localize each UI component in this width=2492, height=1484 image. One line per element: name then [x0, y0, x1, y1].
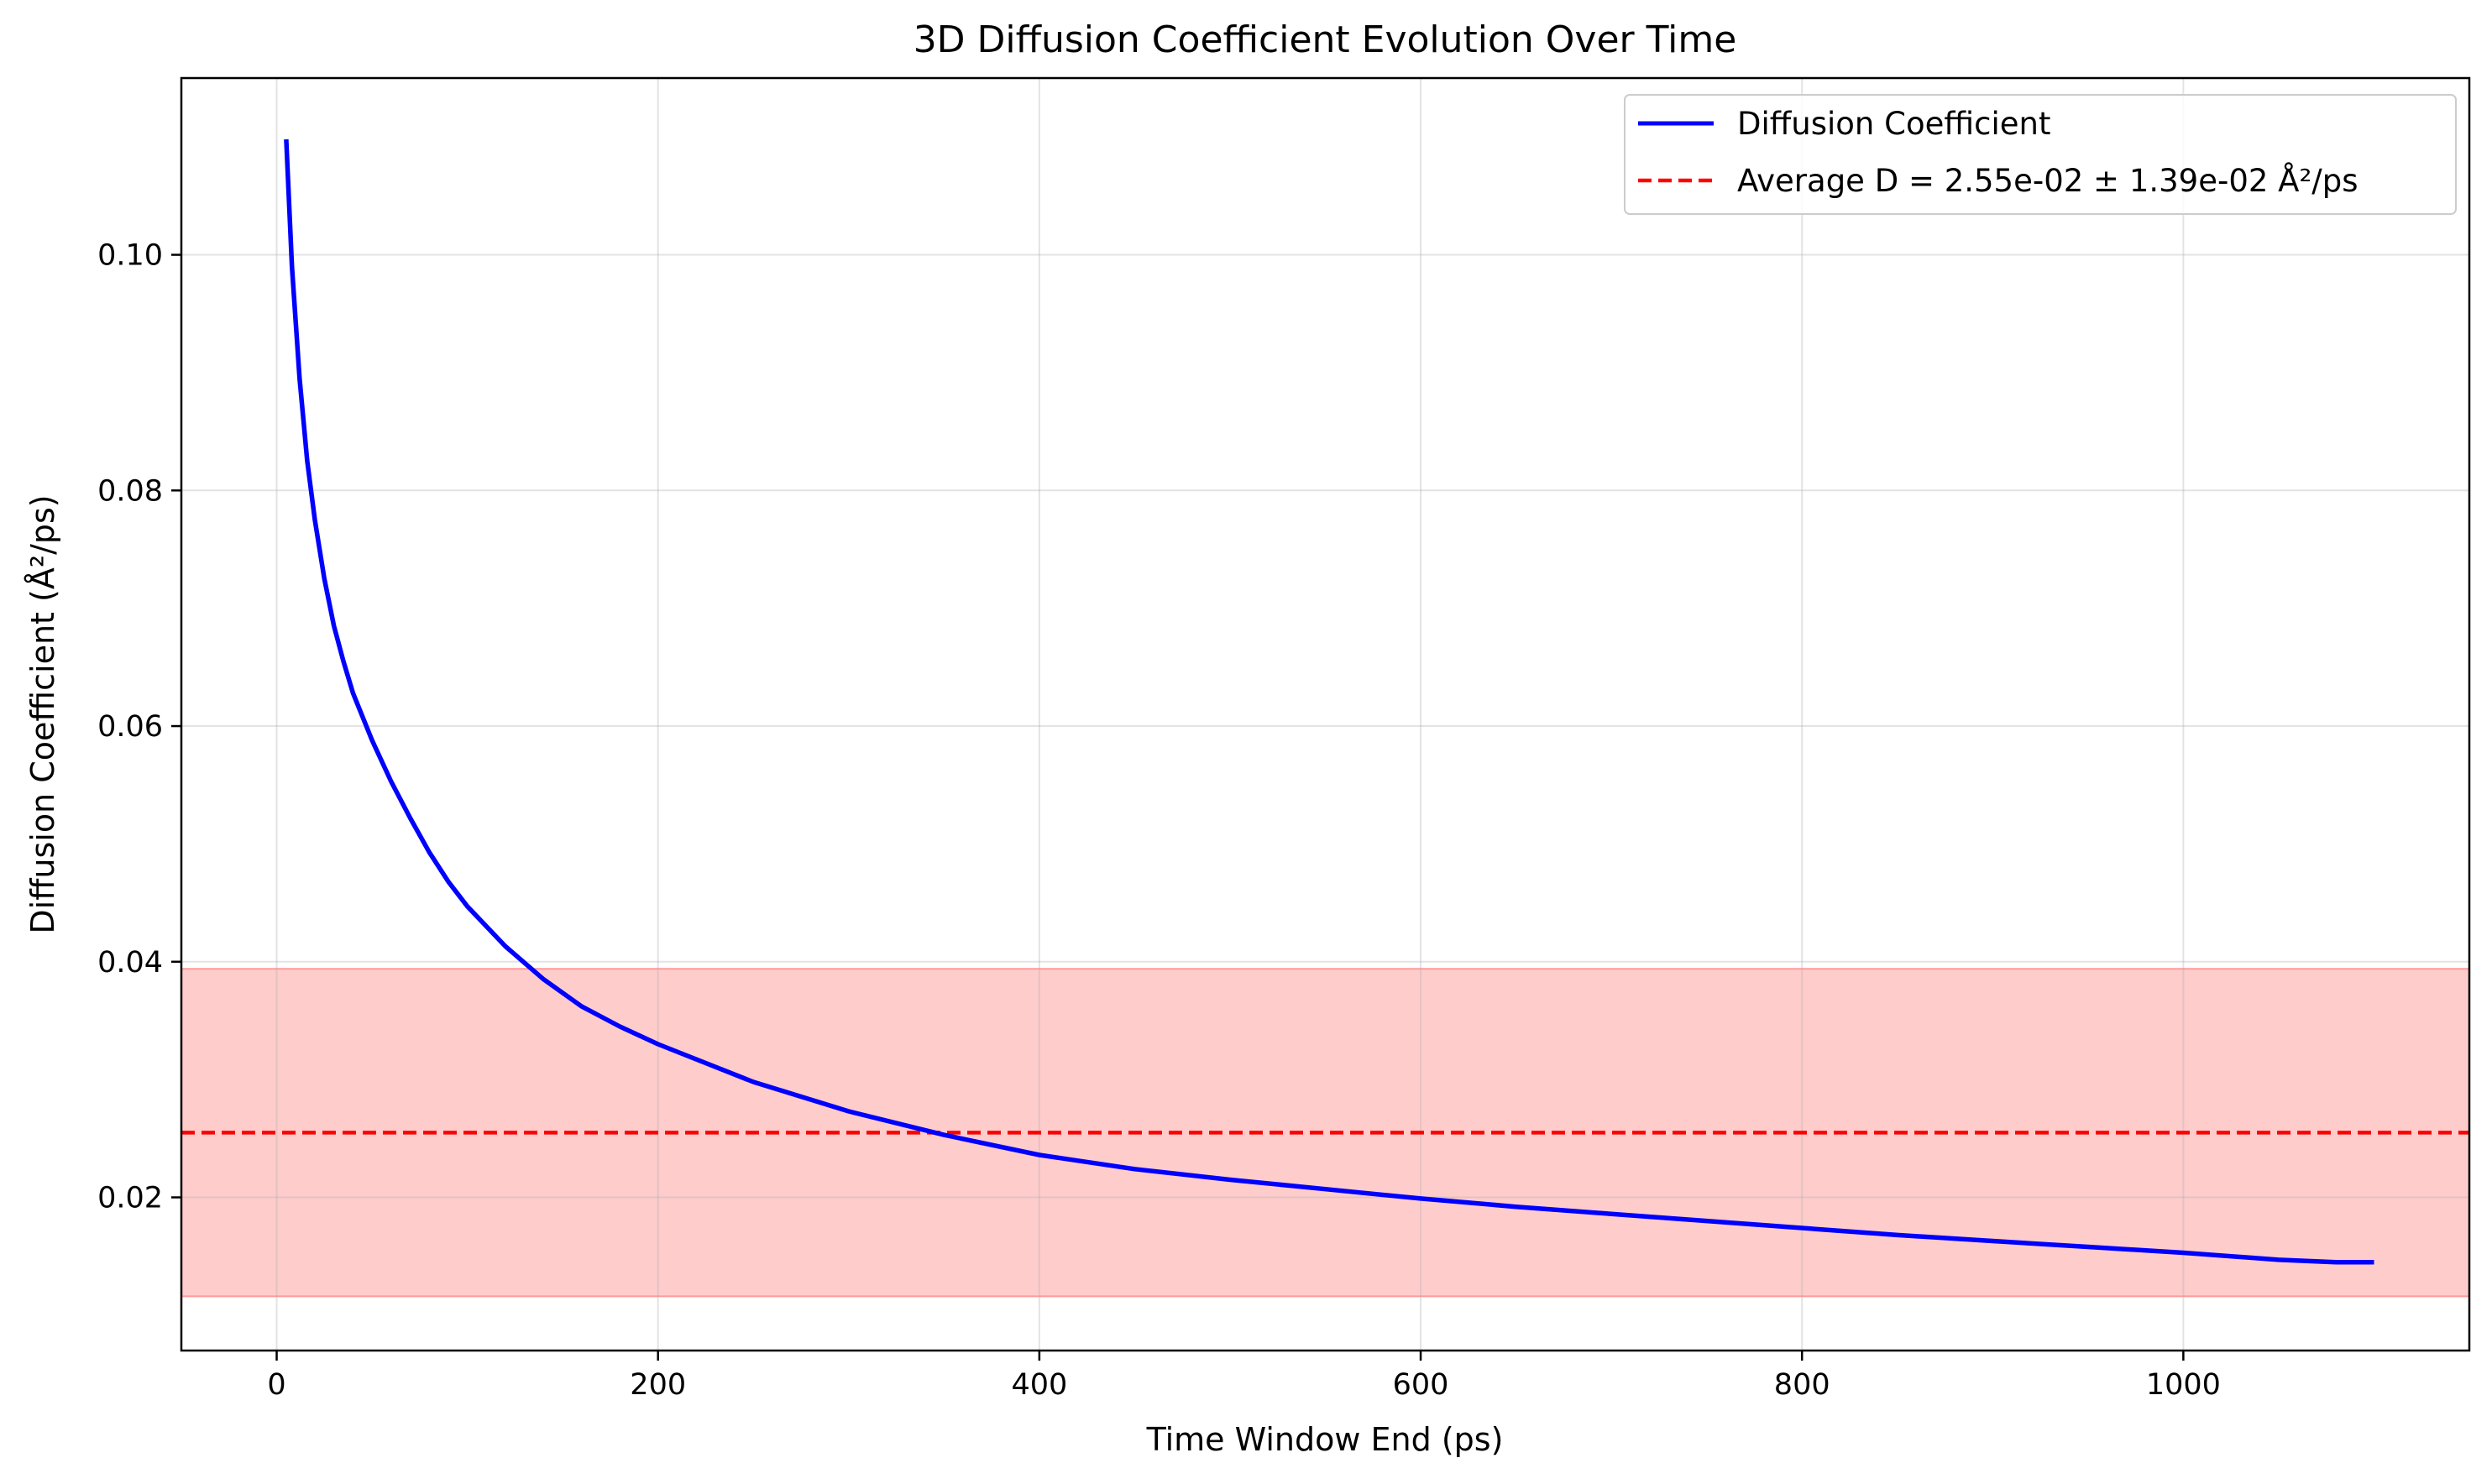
x-tick-label: 200: [630, 1368, 686, 1402]
x-tick-label: 400: [1011, 1368, 1067, 1402]
y-axis-label: Diffusion Coefficient (Å²/ps): [24, 494, 61, 933]
grid-layer: [181, 78, 2469, 1351]
y-tick-label: 0.04: [97, 946, 163, 980]
legend-label-diffusion: Diffusion Coefficient: [1737, 106, 2050, 142]
x-tick-label: 0: [267, 1368, 285, 1402]
y-tick-label: 0.08: [97, 474, 163, 508]
y-tick-label: 0.02: [97, 1182, 163, 1215]
y-tick-label: 0.06: [97, 710, 163, 744]
plot-frame: [180, 76, 2471, 1352]
series-line-diffusion-coefficient: [284, 138, 2374, 1265]
series-layer: [284, 138, 2374, 1265]
legend-label-average: Average D = 2.55e-02 ± 1.39e-02 Å²/ps: [1737, 162, 2358, 199]
x-tick-label: 600: [1393, 1368, 1449, 1402]
x-tick-label: 800: [1774, 1368, 1830, 1402]
x-tick-label: 1000: [2146, 1368, 2221, 1402]
legend-box: [1624, 94, 2457, 215]
chart-title: 3D Diffusion Coefficient Evolution Over …: [914, 18, 1737, 61]
y-axis-ticks: 0.02 0.04 0.06 0.08 0.10: [97, 239, 181, 1215]
legend: Diffusion Coefficient Average D = 2.55e-…: [1624, 94, 2457, 215]
y-tick-label: 0.10: [97, 239, 163, 273]
x-axis-label: Time Window End (ps): [1146, 1421, 1504, 1458]
x-axis-ticks: 0 200 400 600 800 1000: [267, 1351, 2221, 1402]
